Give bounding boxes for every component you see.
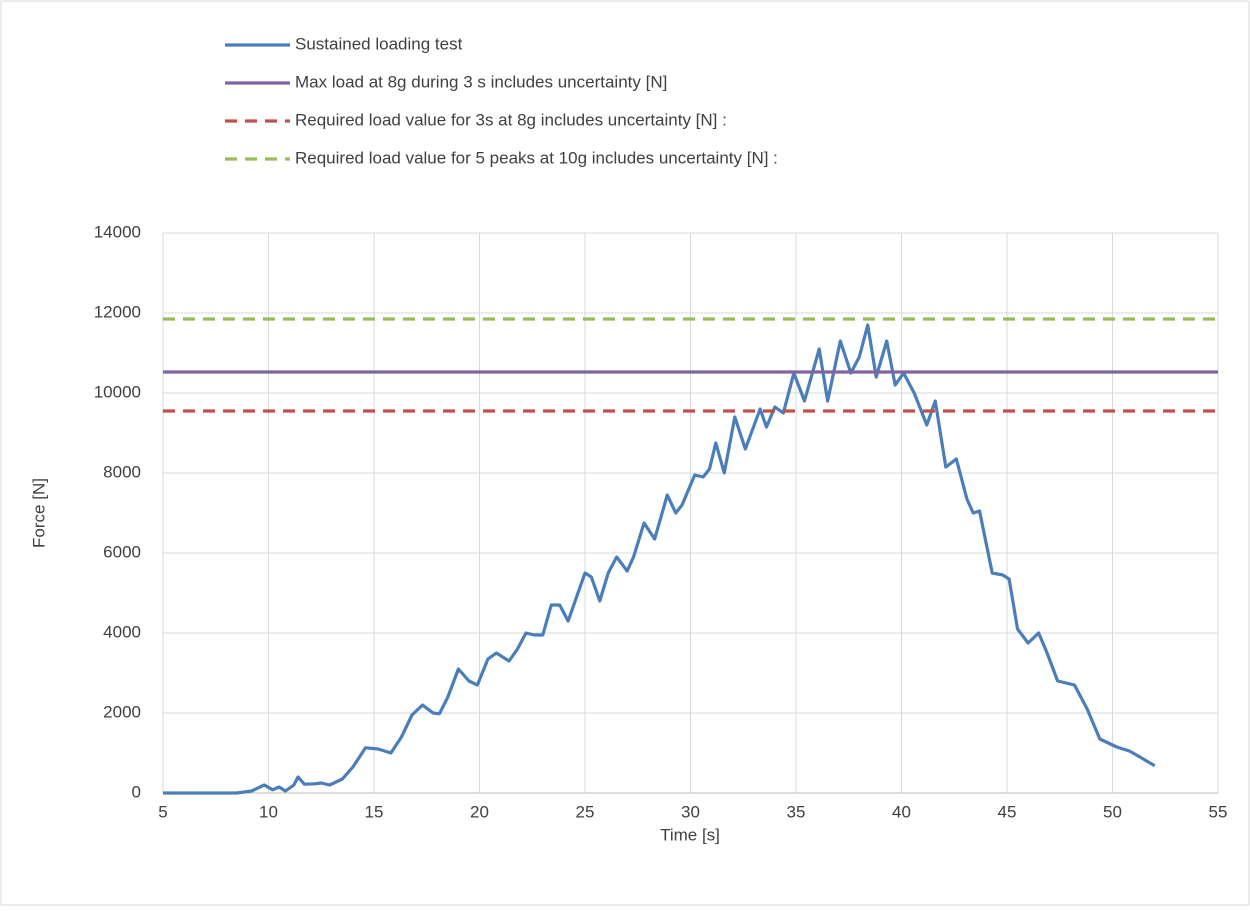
x-tick-label: 20 <box>470 802 489 821</box>
y-tick-label: 8000 <box>103 462 141 481</box>
y-tick-label: 4000 <box>103 622 141 641</box>
y-axis-label: Force [N] <box>29 478 48 548</box>
legend-label: Required load value for 5 peaks at 10g i… <box>295 148 778 167</box>
x-tick-label: 25 <box>576 802 595 821</box>
y-tick-label: 2000 <box>103 702 141 721</box>
legend-label: Max load at 8g during 3 s includes uncer… <box>295 72 667 91</box>
y-tick-label: 6000 <box>103 542 141 561</box>
y-tick-label: 12000 <box>94 302 141 321</box>
y-tick-label: 14000 <box>94 222 141 241</box>
y-tick-label: 0 <box>132 782 141 801</box>
x-tick-label: 50 <box>1103 802 1122 821</box>
series-line <box>163 323 1156 795</box>
x-tick-label: 10 <box>259 802 278 821</box>
legend-label: Sustained loading test <box>295 34 463 53</box>
x-tick-label: 45 <box>998 802 1017 821</box>
x-tick-label: 40 <box>892 802 911 821</box>
legend-label: Required load value for 3s at 8g include… <box>295 110 727 129</box>
x-tick-label: 5 <box>158 802 167 821</box>
x-tick-label: 30 <box>681 802 700 821</box>
x-tick-label: 55 <box>1209 802 1228 821</box>
x-axis-label: Time [s] <box>660 825 720 844</box>
x-tick-label: 35 <box>787 802 806 821</box>
y-tick-label: 10000 <box>94 382 141 401</box>
x-tick-label: 15 <box>365 802 384 821</box>
